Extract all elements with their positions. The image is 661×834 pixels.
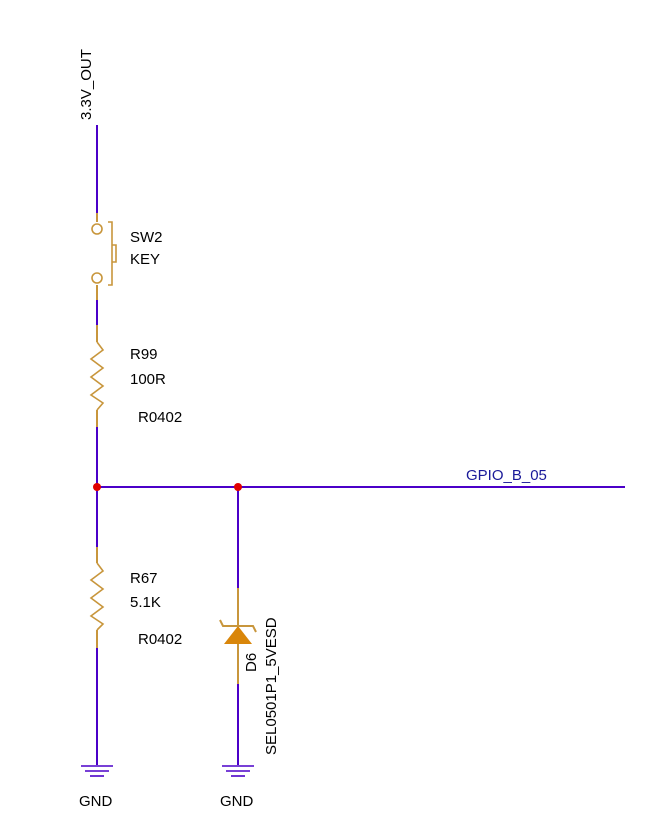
ground-symbol-right xyxy=(222,765,254,777)
junction-left xyxy=(93,483,101,491)
d6-ref-label: D6 xyxy=(243,653,260,672)
sw2-actuator xyxy=(108,221,113,286)
sw2-contact-top xyxy=(91,223,103,235)
resistor-r67-symbol xyxy=(89,562,105,631)
d6-part-label: SEL0501P1_5VESD xyxy=(263,617,280,755)
net-label-gpio: GPIO_B_05 xyxy=(466,467,547,484)
r67-package-label: R0402 xyxy=(138,631,182,648)
resistor-r99-symbol xyxy=(89,341,105,411)
sw2-ref-label: SW2 xyxy=(130,229,163,246)
r67-value-label: 5.1K xyxy=(130,594,161,611)
sw2-contact-bottom xyxy=(91,272,103,284)
supply-label: 3.3V_OUT xyxy=(78,49,95,120)
component-pins xyxy=(96,213,239,684)
sw2-value-label: KEY xyxy=(130,251,160,268)
sw2-plunger xyxy=(112,244,117,263)
junction-right xyxy=(234,483,242,491)
r67-ref-label: R67 xyxy=(130,570,158,587)
ground-symbol-left xyxy=(81,765,113,777)
r99-package-label: R0402 xyxy=(138,409,182,426)
d6-cathode-bar xyxy=(219,619,257,633)
wires xyxy=(96,125,625,765)
gnd-left-label: GND xyxy=(79,793,113,810)
d6-triangle xyxy=(224,626,252,644)
gnd-right-label: GND xyxy=(220,793,254,810)
r99-value-label: 100R xyxy=(130,371,166,388)
switch-sw2-symbol xyxy=(91,221,117,286)
r99-ref-label: R99 xyxy=(130,346,158,363)
diode-d6-symbol xyxy=(219,619,257,644)
